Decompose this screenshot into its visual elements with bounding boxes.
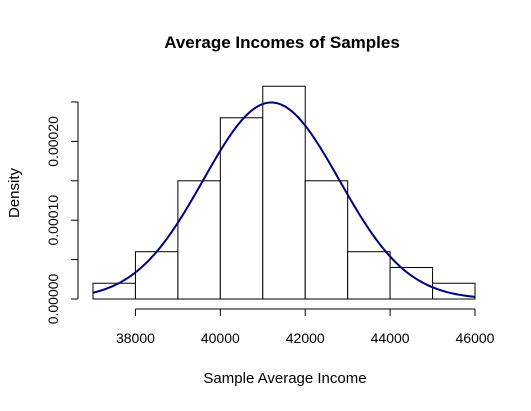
histogram-bar-7: [389, 266, 434, 300]
histogram-bar-5: [304, 180, 349, 300]
histogram-bar-4: [262, 85, 306, 300]
x-axis-label: Sample Average Income: [203, 370, 366, 387]
histogram-bar-6: [347, 251, 391, 300]
histogram-bar-3: [219, 117, 264, 300]
x-tick-label-2: 42000: [286, 330, 325, 346]
y-tick-label-4: 0.00020: [45, 116, 61, 167]
histogram-bar-1: [134, 251, 179, 300]
x-tick-label-1: 40000: [201, 330, 240, 346]
y-tick-label-2: 0.00010: [45, 195, 61, 246]
y-axis: 0.00000 0.00010 0.00020: [45, 101, 79, 324]
x-tick-label-3: 44000: [371, 330, 410, 346]
density-curve: [92, 101, 476, 298]
x-tick-label-0: 38000: [116, 330, 155, 346]
x-axis: 38000 40000 42000 44000 46000: [116, 308, 495, 346]
bars-group: [92, 85, 476, 300]
y-tick-label-0: 0.00000: [45, 273, 61, 324]
chart-title: Average Incomes of Samples: [164, 33, 400, 52]
y-axis-label: Density: [6, 167, 23, 218]
histogram-bar-2: [177, 180, 221, 300]
x-tick-label-4: 46000: [456, 330, 495, 346]
